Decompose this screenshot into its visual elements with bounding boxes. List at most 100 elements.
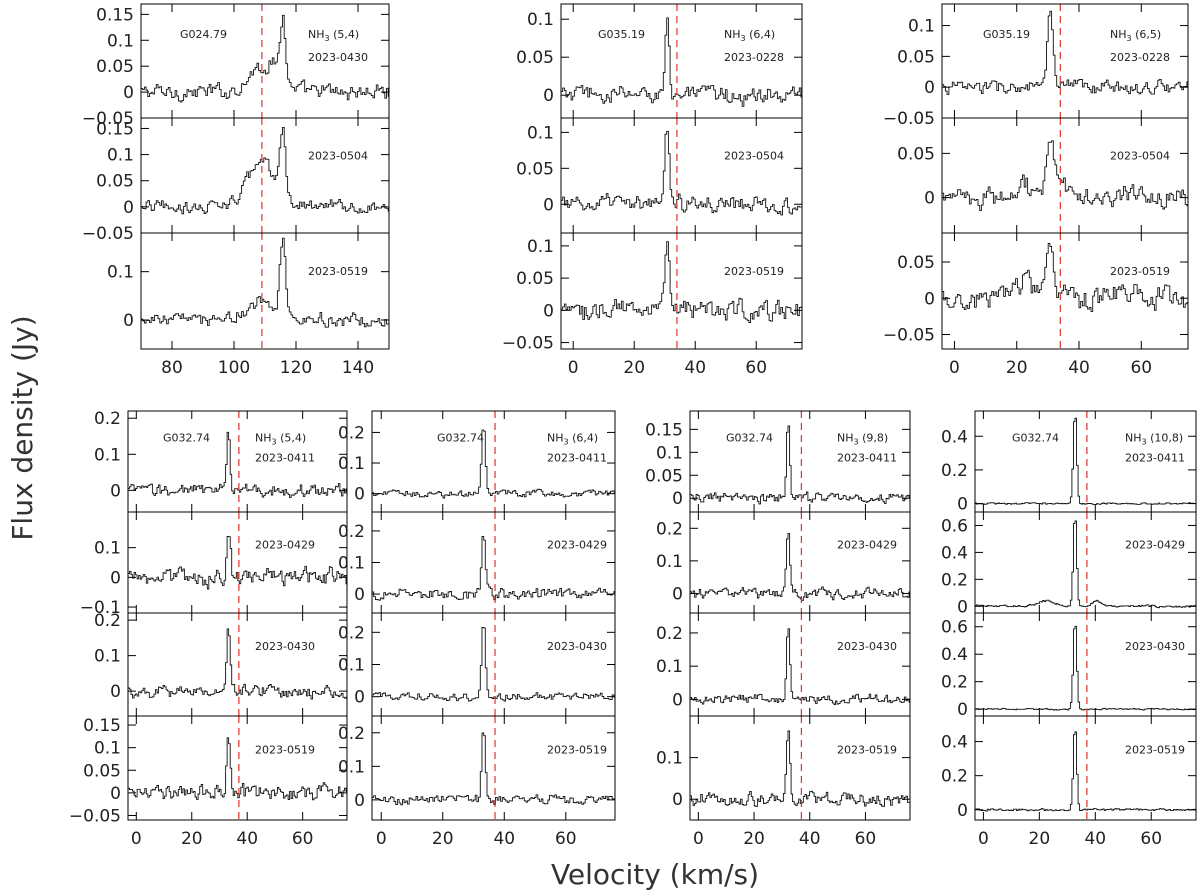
x-tick-label: 0: [693, 829, 704, 849]
y-tick-label: 0: [672, 489, 683, 509]
epoch-subplot: −0.1 0 0.1 2023-0429: [80, 511, 348, 618]
x-tick-label: 60: [1140, 829, 1162, 849]
epoch-date-label: 2023-0519: [255, 743, 315, 756]
y-tick-label: −0.05: [502, 334, 554, 354]
y-tick-label: 0.2: [338, 522, 365, 542]
x-tick-label: 60: [745, 358, 767, 378]
y-tick-label: 0: [123, 311, 134, 331]
y-tick-label: 0.15: [83, 716, 121, 736]
y-tick-label: 0.2: [656, 519, 683, 539]
subplot-frame: [974, 612, 1197, 717]
spectrum-trace: [561, 241, 802, 323]
y-tick-label: 0.1: [94, 539, 121, 559]
y-tick-label: 0.2: [338, 623, 365, 643]
transition-label: NH3 (6,4): [547, 431, 598, 446]
y-tick-label: 0: [110, 481, 121, 501]
epoch-date-label: 2023-0429: [837, 538, 897, 551]
epoch-date-label: 2023-0519: [724, 265, 784, 278]
epoch-subplot: 0 0.1 80 100 120 140 2023-0519: [107, 232, 390, 378]
y-tick-label: 0: [957, 801, 968, 821]
epoch-date-label: 2023-0430: [837, 640, 897, 653]
y-tick-label: 0: [123, 83, 134, 103]
epoch-subplot: −0.05 0 0.05 0.1 G035.19 NH3 (6,5) 2023-0228: [883, 3, 1189, 129]
subplot-frame: [560, 232, 803, 350]
y-tick-label: 0.4: [941, 733, 968, 753]
spectrum-trace: [690, 532, 910, 601]
spectrum-trace: [942, 10, 1188, 95]
y-axis-label: Flux density (Jy): [6, 315, 39, 540]
epoch-date-label: 2023-0430: [1125, 640, 1185, 653]
x-tick-label: 0: [978, 829, 989, 849]
y-tick-label: 0.2: [941, 673, 968, 693]
y-tick-label: 0.15: [96, 5, 134, 25]
y-tick-label: 0.1: [94, 739, 121, 759]
spectrum-trace: [372, 627, 615, 702]
x-axis-label: Velocity (km/s): [551, 858, 759, 891]
y-tick-label: 0: [957, 597, 968, 617]
y-tick-label: 0: [672, 690, 683, 710]
y-tick-label: 0.2: [656, 624, 683, 644]
spectrum-trace: [942, 140, 1188, 212]
transition-label: NH3 (9,8): [837, 431, 888, 446]
y-tick-label: 0: [924, 78, 935, 98]
x-tick-label: 60: [1130, 358, 1152, 378]
source-label: G032.74: [726, 431, 773, 444]
y-tick-label: 0: [110, 568, 121, 588]
epoch-subplot: 0 0.05 0.1 0.15 G032.74 NH3 (9,8) 2023-0411: [645, 410, 911, 513]
spectrum-panel: 0 0.2 0.4 G032.74 NH3 (10,8) 2023-0411 0 0.2 0.4…: [941, 410, 1197, 849]
subplot-frame: [140, 117, 390, 234]
spectrum-trace: [141, 237, 389, 328]
source-label: G024.79: [180, 28, 227, 41]
y-tick-label: 0.05: [897, 47, 935, 67]
spectrum-trace: [561, 130, 802, 216]
y-tick-label: 0.1: [527, 237, 554, 257]
epoch-subplot: 0 0.2 0.4 0.6 2023-0429: [941, 511, 1197, 617]
x-tick-label: 20: [1029, 829, 1051, 849]
source-label: G032.74: [1012, 431, 1059, 444]
source-label: G035.19: [983, 28, 1030, 41]
y-tick-label: 0.1: [338, 454, 365, 474]
y-tick-label: 0.15: [96, 119, 134, 139]
epoch-date-label: 2023-0430: [308, 51, 368, 64]
spectrum-panel: 0 0.1 0.2 G032.74 NH3 (5,4) 2023-0411 −0.1 0 0.1…: [69, 409, 348, 849]
x-tick-label: 20: [623, 358, 645, 378]
y-tick-label: 0.1: [94, 647, 121, 667]
epoch-subplot: 0 0.1 0.2 2023-0430: [656, 612, 911, 717]
y-tick-label: 0.1: [656, 443, 683, 463]
y-tick-label: 0.2: [941, 461, 968, 481]
epoch-subplot: 0 0.05 0.1 2023-0504: [516, 117, 803, 234]
y-tick-label: 0: [543, 195, 554, 215]
epoch-subplot: 0 0.2 0.4 0 20 40 60 2023-0519: [941, 715, 1197, 849]
spectrum-trace: [942, 242, 1188, 312]
y-tick-label: −0.05: [883, 109, 935, 129]
spectrum-panel: 0 0.05 0.1 G035.19 NH3 (6,4) 2023-0228 0 0.05 0.…: [502, 3, 803, 378]
y-tick-label: 0.2: [941, 767, 968, 787]
epoch-date-label: 2023-0411: [547, 452, 607, 465]
epoch-subplot: 0 0.05 0.1 G035.19 NH3 (6,4) 2023-0228: [516, 3, 803, 119]
x-tick-label: 40: [236, 829, 258, 849]
y-tick-label: 0: [924, 189, 935, 209]
y-tick-label: 0.05: [897, 253, 935, 273]
y-tick-label: −0.05: [69, 806, 121, 826]
epoch-date-label: 2023-0411: [1125, 452, 1185, 465]
y-tick-label: 0.6: [941, 618, 968, 638]
spectrum-trace: [690, 628, 910, 706]
epoch-subplot: −0.05 0 0.05 0.1 0.15 G024.79 NH3 (5,4) 2023-04…: [82, 3, 390, 129]
y-tick-label: 0.2: [941, 570, 968, 590]
spectrum-panel: 0 0.05 0.1 0.15 G032.74 NH3 (9,8) 2023-0411 0 0.…: [645, 410, 911, 849]
x-tick-label: 40: [1084, 829, 1106, 849]
y-tick-label: 0.1: [656, 749, 683, 769]
epoch-date-label: 2023-0519: [1110, 265, 1170, 278]
epoch-subplot: 0 0.1 0.2 G032.74 NH3 (6,4) 2023-0411: [338, 410, 616, 513]
epoch-subplot: −0.05 0 0.05 0.1 0 20 40 60 2023-0519: [502, 232, 803, 378]
y-tick-label: 0: [354, 485, 365, 505]
epoch-subplot: 0 0.1 0.2 2023-0430: [94, 611, 348, 717]
y-tick-label: 0.1: [107, 146, 134, 166]
epoch-date-label: 2023-0429: [1125, 538, 1185, 551]
spectrum-trace: [975, 417, 1196, 505]
y-tick-label: 0.4: [941, 543, 968, 563]
source-label: G032.74: [163, 431, 210, 444]
y-tick-label: 0.1: [656, 657, 683, 677]
